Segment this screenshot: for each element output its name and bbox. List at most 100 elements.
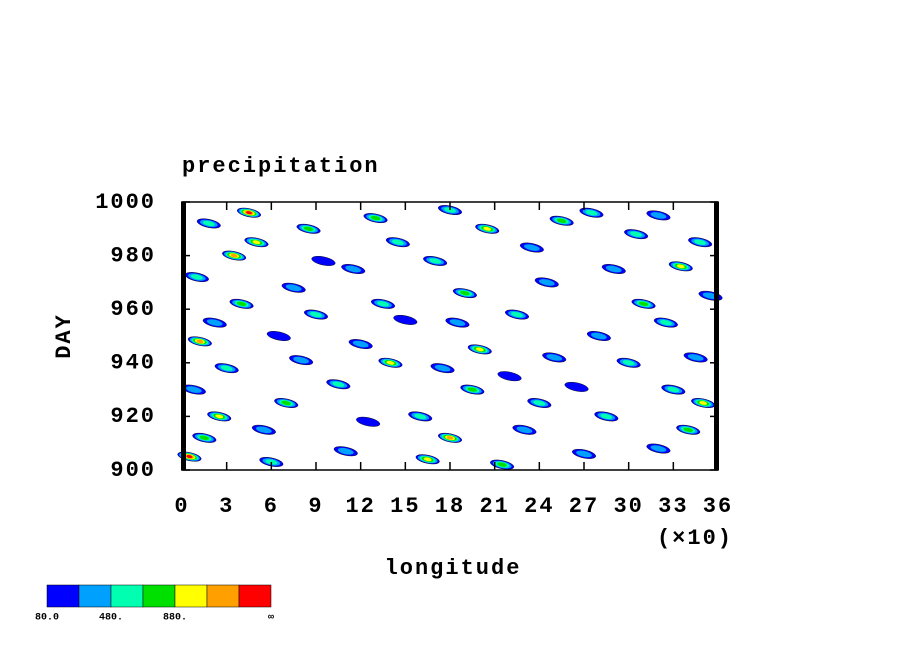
x-tick-label: 0 bbox=[174, 494, 189, 519]
contour-blob bbox=[202, 317, 227, 328]
y-axis-label: DAY bbox=[52, 313, 77, 359]
contour-level bbox=[293, 356, 309, 364]
x-tick-label: 24 bbox=[524, 494, 554, 519]
contour-blob bbox=[527, 398, 552, 408]
contour-level bbox=[332, 381, 345, 387]
contour-blob bbox=[196, 218, 221, 229]
contour-blob bbox=[497, 371, 522, 382]
contour-level bbox=[246, 211, 252, 215]
contour-level bbox=[667, 386, 680, 393]
contour-level bbox=[345, 265, 362, 273]
contour-level bbox=[699, 401, 708, 405]
contour-blob bbox=[423, 256, 448, 266]
contour-blob bbox=[475, 223, 500, 234]
contour-field bbox=[177, 205, 723, 470]
contour-blob bbox=[333, 446, 358, 457]
x-tick-label: 36 bbox=[703, 494, 733, 519]
contour-blob bbox=[408, 411, 433, 422]
contour-level bbox=[393, 314, 418, 325]
contour-level bbox=[659, 319, 672, 326]
colorbar-swatch bbox=[46, 584, 80, 608]
contour-blob bbox=[668, 261, 693, 272]
contour-level bbox=[266, 331, 291, 341]
contour-blob bbox=[467, 344, 492, 355]
contour-level bbox=[538, 279, 555, 286]
contour-blob bbox=[415, 454, 440, 465]
x-tick-label: 21 bbox=[479, 494, 509, 519]
contour-level bbox=[236, 301, 247, 307]
contour-blob bbox=[385, 237, 410, 248]
contour-blob bbox=[251, 424, 276, 435]
right-edge-bar bbox=[714, 202, 719, 470]
contour-level bbox=[600, 413, 613, 420]
contour-level bbox=[252, 240, 261, 245]
contour-blob bbox=[430, 363, 455, 374]
colorbar-swatch bbox=[174, 584, 208, 608]
contour-level bbox=[370, 215, 381, 221]
contour-blob bbox=[676, 424, 701, 435]
contour-blob bbox=[438, 432, 462, 443]
contour-level bbox=[423, 457, 432, 462]
contour-level bbox=[556, 218, 567, 223]
contour-level bbox=[475, 347, 484, 352]
x-multiplier: (×10) bbox=[657, 526, 733, 551]
y-tick-label: 980 bbox=[110, 243, 156, 268]
contour-blob bbox=[661, 384, 686, 395]
contour-level bbox=[687, 354, 704, 361]
contour-level bbox=[446, 436, 454, 440]
contour-level bbox=[391, 239, 404, 245]
contour-level bbox=[683, 427, 693, 432]
contour-level bbox=[196, 339, 204, 344]
contour-level bbox=[622, 360, 635, 366]
contour-blob bbox=[274, 398, 299, 408]
contour-level bbox=[429, 258, 442, 264]
colorbar-label: 80.0 bbox=[35, 613, 59, 624]
contour-blob bbox=[646, 443, 671, 454]
x-tick-label: 12 bbox=[345, 494, 375, 519]
contour-blob bbox=[519, 242, 544, 253]
contour-blob bbox=[601, 264, 626, 274]
contour-level bbox=[311, 256, 336, 266]
contour-level bbox=[650, 445, 667, 452]
contour-blob bbox=[534, 277, 559, 288]
contour-blob bbox=[237, 207, 261, 218]
contour-blob bbox=[187, 336, 212, 347]
contour-level bbox=[206, 319, 223, 326]
contour-blob bbox=[579, 207, 604, 218]
contour-blob bbox=[653, 317, 678, 328]
contour-level bbox=[220, 365, 233, 371]
colorbar-swatch bbox=[206, 584, 240, 608]
contour-blob bbox=[445, 317, 470, 328]
contour-level bbox=[497, 371, 522, 382]
colorbar-swatch bbox=[238, 584, 272, 608]
contour-blob bbox=[505, 309, 529, 320]
colorbar-end-label: ∞ bbox=[268, 613, 274, 624]
contour-blob bbox=[184, 272, 209, 282]
contour-level bbox=[285, 284, 302, 292]
left-edge-bar bbox=[181, 202, 186, 470]
contour-level bbox=[386, 360, 395, 365]
contour-blob bbox=[698, 290, 723, 301]
contour-blob bbox=[192, 432, 217, 443]
contour-blob bbox=[229, 298, 254, 309]
contour-level bbox=[483, 226, 492, 231]
contour-blob bbox=[311, 256, 336, 266]
contour-level bbox=[585, 210, 598, 216]
contour-blob bbox=[371, 298, 395, 309]
colorbar-label: 880. bbox=[163, 613, 187, 624]
contour-level bbox=[281, 400, 291, 406]
y-tick-label: 940 bbox=[110, 351, 156, 376]
contour-level bbox=[186, 386, 202, 393]
contour-blob bbox=[207, 411, 232, 422]
contour-blob bbox=[490, 459, 515, 470]
contour-blob bbox=[214, 363, 239, 374]
contour-level bbox=[533, 400, 546, 406]
x-tick-label: 27 bbox=[569, 494, 599, 519]
contour-level bbox=[444, 207, 456, 213]
contour-blob bbox=[460, 384, 485, 395]
contour-level bbox=[310, 311, 322, 318]
contour-level bbox=[638, 301, 649, 307]
contour-level bbox=[546, 354, 563, 361]
contour-blob bbox=[564, 381, 589, 392]
